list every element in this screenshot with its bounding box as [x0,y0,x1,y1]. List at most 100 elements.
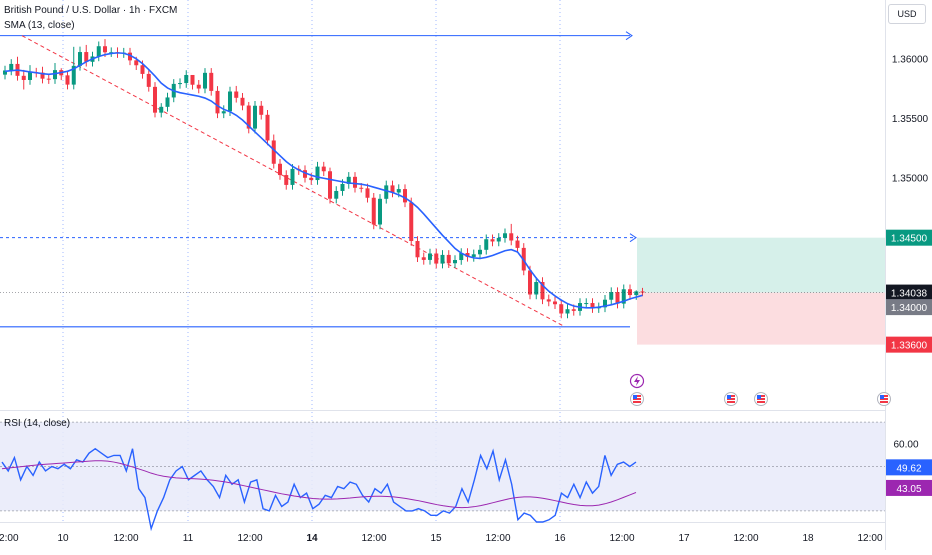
candle-body[interactable] [53,70,57,80]
candle-body[interactable] [353,176,357,188]
candle-body[interactable] [84,52,89,62]
candle-body[interactable] [103,46,107,53]
candle-body[interactable] [484,239,489,250]
candle-body[interactable] [284,175,289,185]
candle-body[interactable] [534,282,539,295]
candle-body[interactable] [428,253,432,260]
candle-body[interactable] [365,188,370,198]
candle-body[interactable] [334,190,339,199]
candle-body[interactable] [509,233,514,241]
loss-zone[interactable] [637,292,885,345]
candle-body[interactable] [196,84,201,89]
candle-body[interactable] [553,301,557,305]
candle-body[interactable] [478,249,482,255]
candle-body[interactable] [384,185,389,199]
sma-line[interactable] [4,52,643,309]
candle-body[interactable] [515,240,520,248]
candle-body[interactable] [490,239,495,242]
candle-body[interactable] [71,65,76,85]
candle-body[interactable] [528,270,532,295]
candle-body[interactable] [321,166,326,172]
candle-body[interactable] [340,183,345,191]
candle-body[interactable] [634,291,639,296]
candle-body[interactable] [440,254,445,264]
candle-body[interactable] [409,202,414,242]
candle-body[interactable] [403,189,407,203]
candle-body[interactable] [253,105,257,129]
candle-body[interactable] [46,78,51,80]
candle-body[interactable] [209,72,214,91]
candle-body[interactable] [559,304,564,314]
candle-body[interactable] [271,140,276,164]
candle-body[interactable] [503,233,507,238]
candle-body[interactable] [259,105,264,115]
candle-body[interactable] [65,75,70,85]
candle-body[interactable] [640,291,645,293]
candle-body[interactable] [390,185,395,193]
candle-body[interactable] [496,237,501,242]
candle-body[interactable] [584,303,589,305]
candle-body[interactable] [240,97,245,106]
us-flag-event-icon[interactable] [724,392,738,406]
candle-body[interactable] [546,299,551,302]
candle-body[interactable] [421,257,426,260]
candle-body[interactable] [9,63,14,71]
candle-body[interactable] [628,289,632,296]
candle-body[interactable] [165,97,170,107]
candle-body[interactable] [203,72,207,89]
candle-body[interactable] [3,70,7,75]
candle-body[interactable] [221,111,226,114]
candle-body[interactable] [434,253,439,264]
candle-body[interactable] [190,74,195,85]
candle-body[interactable] [540,282,545,300]
candle-body[interactable] [315,166,320,181]
candle-body[interactable] [246,105,251,129]
candle-body[interactable] [359,187,364,189]
candle-body[interactable] [78,52,82,66]
candle-body[interactable] [415,241,420,258]
candle-body[interactable] [153,86,157,113]
candle-body[interactable] [159,106,164,113]
candle-body[interactable] [303,170,307,178]
candle-body[interactable] [615,292,620,304]
candle-body[interactable] [140,65,145,74]
rsi-line[interactable] [1,447,637,532]
candle-body[interactable] [453,260,457,264]
us-flag-event-icon[interactable] [877,392,891,406]
candle-body[interactable] [178,83,182,85]
candle-body[interactable] [309,177,314,181]
candle-body[interactable] [378,198,382,225]
candle-body[interactable] [571,309,576,311]
candle-body[interactable] [621,289,626,304]
candle-body[interactable] [109,52,114,54]
candle-body[interactable] [215,90,220,114]
candle-body[interactable] [21,75,26,80]
candle-body[interactable] [590,303,595,309]
candle-body[interactable] [265,114,270,141]
candle-body[interactable] [446,254,451,264]
currency-button[interactable]: USD [888,4,926,24]
profit-zone[interactable] [637,237,885,293]
candle-body[interactable] [278,163,282,176]
candle-body[interactable] [184,74,189,84]
candle-body[interactable] [328,171,332,199]
us-flag-event-icon[interactable] [754,392,768,406]
us-flag-event-icon[interactable] [630,392,644,406]
candle-body[interactable] [228,91,232,112]
candle-body[interactable] [134,60,139,66]
candle-body[interactable] [40,72,45,79]
candle-body[interactable] [371,197,376,225]
candle-body[interactable] [565,309,570,314]
candle-body[interactable] [603,299,607,308]
candle-body[interactable] [290,168,295,185]
candle-body[interactable] [96,46,101,57]
candle-body[interactable] [465,253,470,257]
candle-body[interactable] [459,253,464,261]
lightning-event-icon[interactable] [629,373,645,389]
candle-body[interactable] [234,91,239,98]
candle-body[interactable] [396,189,401,193]
candle-body[interactable] [609,292,614,300]
candle-body[interactable] [346,176,351,184]
rsi-ma-line[interactable] [1,460,637,509]
